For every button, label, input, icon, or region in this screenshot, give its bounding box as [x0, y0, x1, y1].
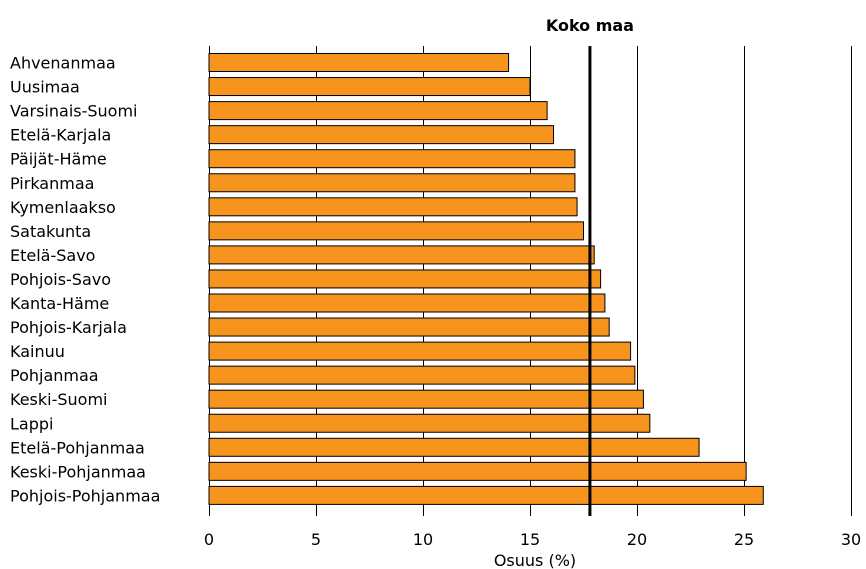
bar-pirkanmaa: [208, 173, 576, 193]
category-label: Pohjois-Pohjanmaa: [10, 486, 160, 505]
x-tick-label: 10: [413, 530, 433, 549]
category-label: Päijät-Häme: [10, 150, 107, 169]
bar-pohjois-pohjanmaa: [208, 485, 764, 505]
bar-varsinais-suomi: [208, 101, 548, 121]
category-label: Varsinais-Suomi: [10, 102, 137, 121]
x-tick-label: 15: [520, 530, 540, 549]
x-tick-label: 0: [204, 530, 214, 549]
bar-lappi: [208, 413, 651, 433]
bar-etelä-savo: [208, 245, 595, 265]
category-label: Keski-Pohjanmaa: [10, 462, 146, 481]
bar-etelä-karjala: [208, 125, 555, 145]
reference-layer: Koko maa: [546, 16, 634, 516]
bar-keski-pohjanmaa: [208, 461, 747, 481]
category-label: Keski-Suomi: [10, 390, 107, 409]
category-labels: Ahvenanmaa Uusimaa Varsinais-Suomi Etelä-Ka…: [10, 54, 160, 506]
category-label: Pohjois-Savo: [10, 270, 111, 289]
reference-line-label: Koko maa: [546, 16, 634, 35]
category-label: Satakunta: [10, 222, 91, 241]
bars-layer: [208, 53, 764, 505]
bar-kainuu: [208, 341, 632, 361]
bar-päijät-häme: [208, 149, 576, 169]
category-label: Ahvenanmaa: [10, 54, 116, 73]
tick-labels: 0 5 10 15 20 25 30: [204, 530, 861, 549]
category-label: Pohjois-Karjala: [10, 318, 127, 337]
x-tick-label: 25: [734, 530, 754, 549]
x-tick-label: 20: [627, 530, 647, 549]
x-axis-title: Osuus (%): [494, 551, 576, 569]
bar-pohjanmaa: [208, 365, 636, 385]
category-label: Kymenlaakso: [10, 198, 116, 217]
bar-etelä-pohjanmaa: [208, 437, 700, 457]
bar-kanta-häme: [208, 293, 606, 313]
category-label: Etelä-Karjala: [10, 126, 111, 145]
bar-pohjois-savo: [208, 269, 602, 289]
bar-satakunta: [208, 221, 584, 241]
bar-ahvenanmaa: [208, 53, 510, 72]
category-label: Uusimaa: [10, 78, 80, 97]
bar-kymenlaakso: [208, 197, 578, 217]
category-label: Kainuu: [10, 342, 65, 361]
x-tick-label: 5: [311, 530, 321, 549]
bar-uusimaa: [208, 77, 531, 97]
bar-keski-suomi: [208, 389, 644, 409]
x-tick-label: 30: [841, 530, 861, 549]
category-label: Kanta-Häme: [10, 294, 109, 313]
category-label: Etelä-Savo: [10, 246, 95, 265]
category-label: Etelä-Pohjanmaa: [10, 438, 145, 457]
category-label: Pirkanmaa: [10, 174, 94, 193]
category-label: Pohjanmaa: [10, 366, 99, 385]
category-label: Lappi: [10, 414, 53, 433]
bar-pohjois-karjala: [208, 317, 610, 337]
